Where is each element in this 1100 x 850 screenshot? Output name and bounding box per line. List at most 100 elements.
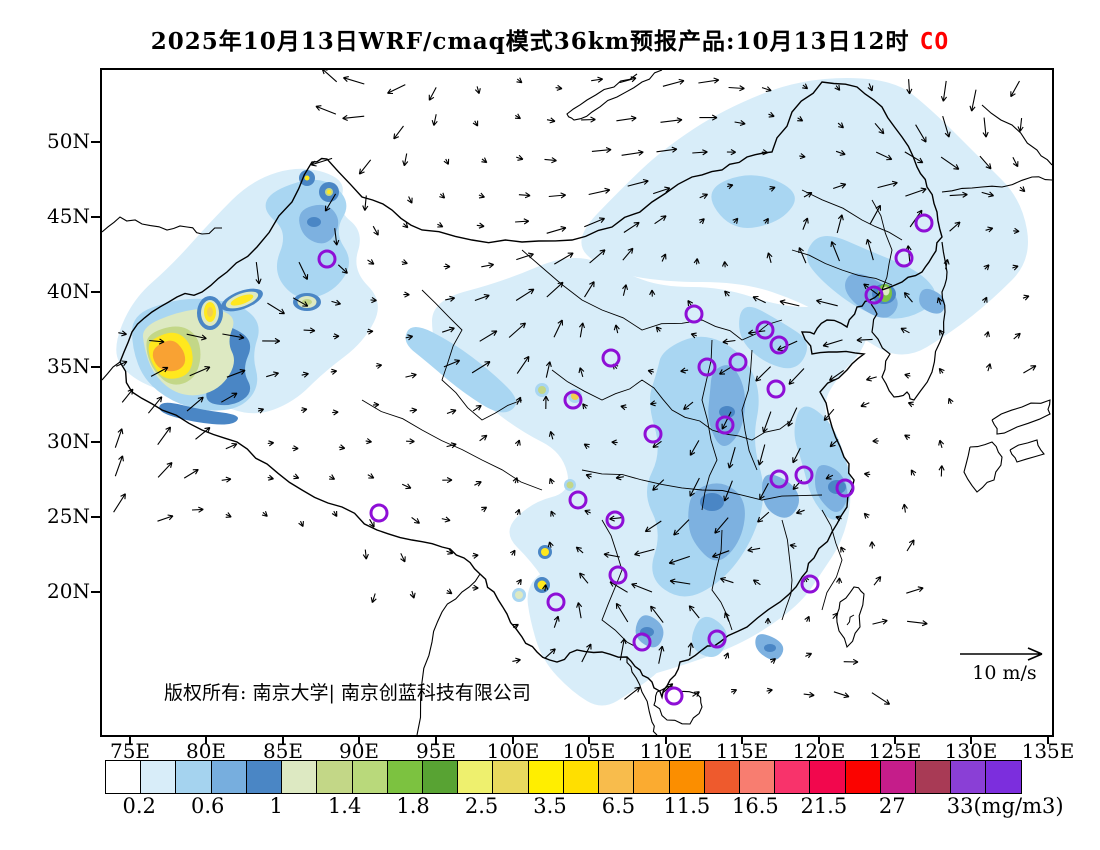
wind-arrow-icon — [656, 146, 678, 153]
lat-tick-mark — [91, 141, 100, 143]
wind-arrow-icon — [338, 444, 346, 451]
wind-arrow-icon — [549, 477, 555, 485]
wind-arrow-icon — [261, 511, 268, 517]
wind-arrow-icon — [904, 372, 911, 379]
wind-arrow-icon — [362, 195, 369, 211]
lon-tick-mark — [588, 736, 590, 744]
wind-arrow-icon — [121, 388, 134, 403]
wind-arrow-icon — [362, 549, 369, 560]
lat-tick-mark — [91, 291, 100, 293]
copyright-text: 版权所有: 南京大学| 南京创蓝科技有限公司 — [164, 682, 531, 704]
lat-tick-label: 35N — [47, 354, 90, 378]
wind-arrow-icon — [653, 186, 671, 195]
station-circle-marker — [835, 478, 855, 498]
wind-arrow-icon — [516, 154, 524, 161]
wind-arrow-icon — [545, 361, 552, 378]
wind-arrow-icon — [822, 339, 843, 348]
wind-arrow-icon — [322, 70, 338, 83]
wind-arrow-icon — [836, 577, 843, 584]
wind-arrow-icon — [578, 322, 586, 338]
wind-arrow-icon — [401, 483, 412, 490]
wind-arrow-icon — [508, 322, 527, 338]
lon-tick-mark — [1047, 736, 1049, 744]
wind-arrow-icon — [804, 615, 810, 622]
wind-arrow-icon — [609, 515, 622, 522]
wind-scale-arrow-icon — [960, 647, 1043, 661]
wind-arrow-icon — [553, 319, 564, 338]
wind-arrow-icon — [689, 440, 700, 456]
wind-arrow-icon — [907, 401, 915, 408]
wind-arrow-icon — [257, 407, 265, 414]
wind-arrow-icon — [803, 691, 815, 698]
wind-arrow-icon — [407, 196, 413, 204]
wind-arrow-icon — [985, 363, 992, 372]
wind-arrow-icon — [611, 439, 618, 446]
wind-arrow-icon — [660, 253, 667, 262]
wind-arrow-icon — [441, 516, 451, 523]
wind-arrow-icon — [727, 447, 736, 469]
wind-arrow-icon — [431, 114, 438, 126]
wind-arrow-icon — [157, 426, 172, 446]
colorbar-cell — [352, 761, 388, 793]
wind-arrow-icon — [835, 150, 846, 156]
wind-arrow-icon — [446, 548, 454, 555]
station-circle-marker — [769, 335, 789, 355]
wind-arrow-icon — [1013, 227, 1020, 235]
colorbar-tick-label: 0.2 — [122, 794, 156, 818]
wind-arrow-icon — [833, 182, 847, 190]
wind-arrow-icon — [724, 290, 730, 297]
wind-arrow-icon — [402, 222, 409, 229]
wind-arrow-icon — [118, 330, 127, 337]
wind-arrow-icon — [589, 249, 606, 264]
wind-arrow-icon — [516, 77, 523, 84]
wind-arrow-icon — [982, 117, 989, 138]
wind-arrow-icon — [472, 120, 479, 127]
wind-arrow-icon — [516, 578, 522, 585]
wind-arrow-icon — [619, 76, 637, 84]
wind-arrow-icon — [699, 193, 709, 200]
wind-arrow-icon — [298, 261, 309, 280]
wind-arrow-icon — [221, 392, 238, 403]
colorbar-cell — [493, 761, 529, 793]
wind-arrow-icon — [940, 156, 960, 170]
colorbar-cell — [951, 761, 987, 793]
wind-arrow-icon — [262, 337, 281, 345]
wind-arrow-icon — [437, 221, 444, 228]
wind-arrow-icon — [689, 477, 700, 497]
wind-arrow-icon — [555, 84, 563, 91]
wind-arrow-icon — [298, 520, 304, 528]
wind-arrow-icon — [835, 515, 842, 522]
wind-arrow-icon — [816, 298, 838, 307]
wind-arrow-icon — [114, 455, 124, 477]
colorbar-cell — [422, 761, 459, 793]
wind-arrow-icon — [584, 217, 606, 228]
wind-arrow-icon — [766, 687, 773, 694]
colorbar-tick-label: 1 — [269, 794, 283, 818]
wind-arrow-icon — [805, 652, 813, 659]
wind-arrow-icon — [843, 658, 859, 665]
wind-arrow-icon — [474, 293, 490, 302]
station-circle-marker — [894, 248, 914, 268]
colorbar-cell — [739, 761, 776, 793]
lon-tick-mark — [741, 736, 743, 744]
wind-arrow-icon — [329, 474, 336, 480]
wind-arrow-icon — [1017, 118, 1024, 132]
wind-arrow-icon — [186, 333, 207, 341]
wind-arrow-icon — [293, 473, 300, 480]
station-circle-marker — [697, 357, 717, 377]
wind-arrow-icon — [949, 221, 961, 232]
wind-arrow-icon — [869, 541, 876, 549]
wind-arrow-icon — [803, 192, 813, 198]
colorbar-cell — [141, 761, 177, 793]
colorbar — [105, 760, 1022, 794]
wind-arrow-icon — [405, 372, 417, 379]
page-title: 2025年10月13日WRF/cmaq模式36km预报产品:10月13日12时 C… — [0, 22, 1100, 56]
wind-arrow-icon — [969, 89, 977, 112]
wind-arrow-icon — [869, 204, 881, 225]
wind-arrow-icon — [342, 114, 365, 122]
wind-arrow-icon — [662, 78, 685, 87]
lat-tick-mark — [91, 366, 100, 368]
wind-arrow-icon — [472, 552, 479, 559]
wind-arrow-icon — [405, 334, 414, 341]
map-canvas[interactable] — [102, 70, 1052, 735]
